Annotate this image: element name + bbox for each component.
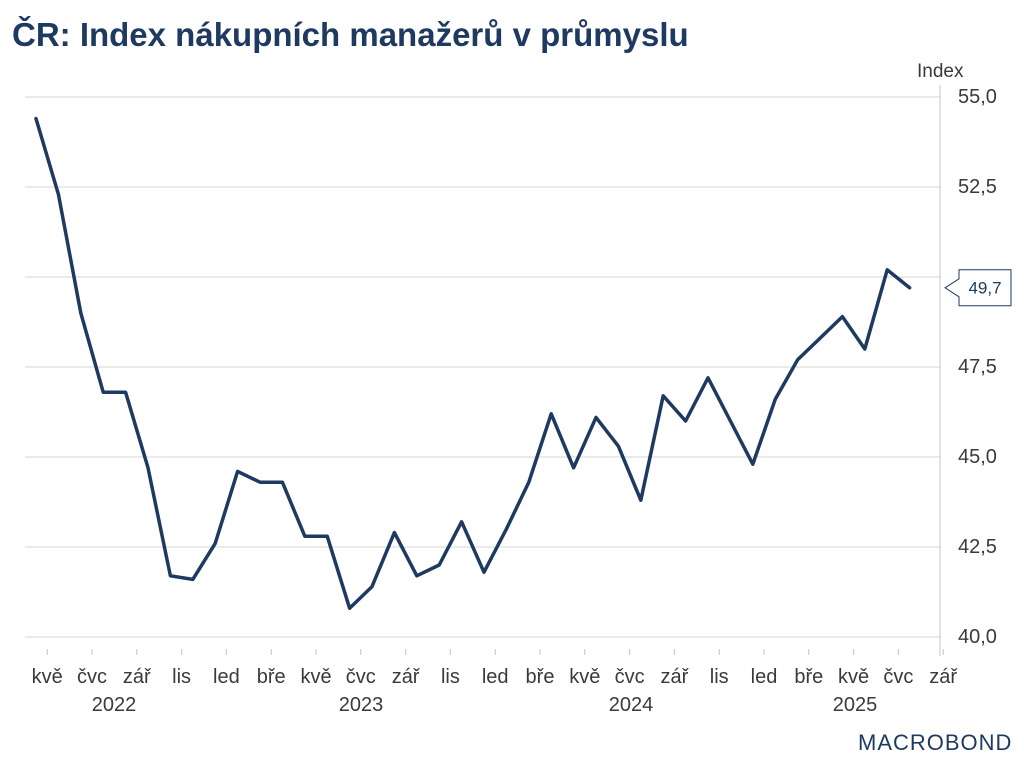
macrobond-logo: MACROBOND [858, 730, 1012, 755]
last-value-callout-box [944, 269, 1012, 307]
x-tick-label: lis [172, 666, 191, 688]
x-tick-label: kvě [32, 666, 63, 688]
x-year-label: 2024 [609, 694, 654, 716]
x-tick-label: čvc [77, 666, 107, 688]
x-tick-label: bře [794, 666, 823, 688]
y-tick-label: 52,5 [958, 176, 997, 198]
series-line [34, 116, 912, 610]
chart-title: ČR: Index nákupních manažerů v průmyslu [12, 15, 689, 53]
x-tick-labels: kvě čvc zář lis led bře kvě čvc zář lis led bře kvě č… [32, 649, 958, 688]
y-tick-label: 47,5 [958, 356, 997, 378]
series-group [34, 116, 912, 610]
x-tick-label: bře [526, 666, 555, 688]
x-tick-label: zář [661, 666, 690, 688]
x-tick-label: kvě [838, 666, 869, 688]
y-axis-unit-label: Index [917, 61, 964, 82]
x-tick-label: čvc [615, 666, 645, 688]
y-tick-label: 40,0 [958, 626, 997, 648]
y-tick-label: 42,5 [958, 536, 997, 558]
x-year-label: 2023 [339, 694, 384, 716]
x-year-label: 2025 [833, 694, 878, 716]
x-tick-label: led [482, 666, 509, 688]
x-year-labels: 2022 2023 2024 2025 [92, 694, 878, 716]
x-tick-label: led [213, 666, 240, 688]
x-tick-label: zář [392, 666, 421, 688]
x-tick-label: zář [123, 666, 152, 688]
x-tick-label: bře [257, 666, 286, 688]
x-tick-label: čvc [346, 666, 376, 688]
y-tick-label: 45,0 [958, 446, 997, 468]
x-tick-label: kvě [300, 666, 331, 688]
last-value-label: 49,7 [968, 278, 1001, 297]
x-year-label: 2022 [92, 694, 137, 716]
gridlines [25, 96, 940, 638]
y-tick-labels: 55,0 52,5 47,5 45,0 42,5 40,0 [958, 86, 997, 648]
x-tick-label: kvě [569, 666, 600, 688]
x-tick-label: čvc [883, 666, 913, 688]
x-tick-label: lis [441, 666, 460, 688]
x-tick-label: zář [929, 666, 958, 688]
x-tick-label: led [751, 666, 778, 688]
y-tick-label: 55,0 [958, 86, 997, 108]
x-tick-label: lis [710, 666, 729, 688]
last-value-callout: 49,7 [944, 269, 1012, 307]
